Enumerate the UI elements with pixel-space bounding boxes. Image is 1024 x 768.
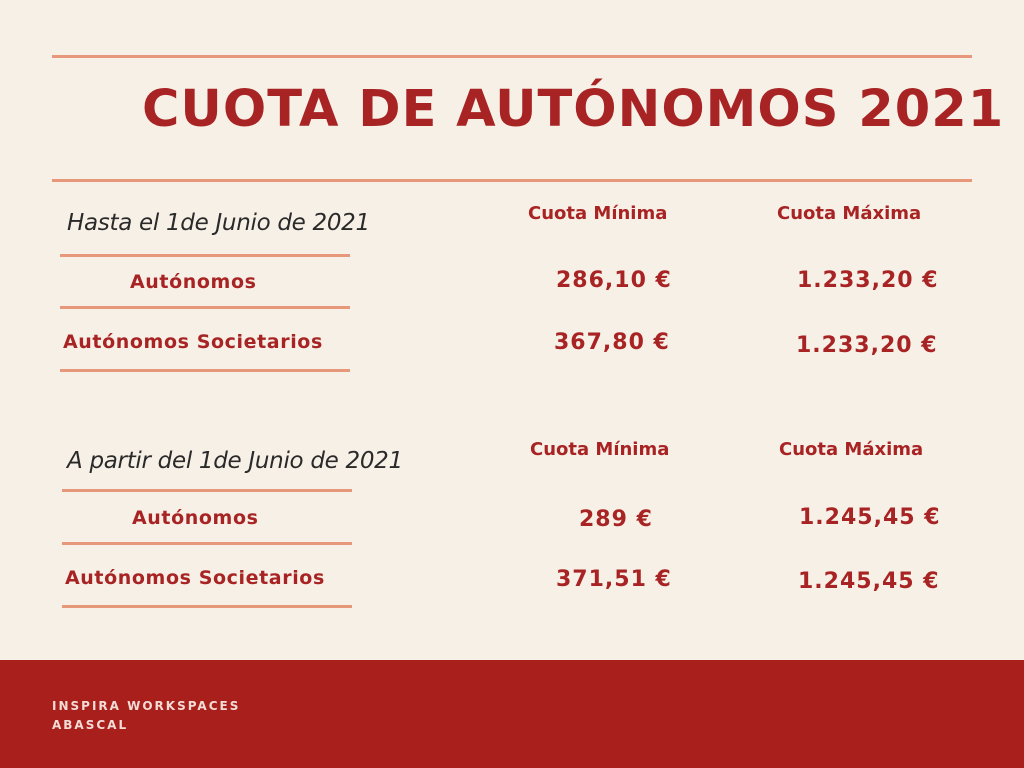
column-header-min: Cuota Mínima xyxy=(528,203,668,224)
row-rule xyxy=(60,369,350,372)
cuota-minima-value: 289 € xyxy=(579,507,653,532)
cuota-maxima-value: 1.245,45 € xyxy=(799,505,941,530)
cuota-maxima-value: 1.245,45 € xyxy=(798,569,940,594)
top-rule xyxy=(52,55,972,58)
cuota-minima-value: 367,80 € xyxy=(554,330,670,355)
row-rule xyxy=(62,605,352,608)
row-rule xyxy=(60,254,350,257)
column-header-max: Cuota Máxima xyxy=(777,203,922,224)
page-title: CUOTA DE AUTÓNOMOS 2021 xyxy=(142,80,1005,139)
cuota-minima-value: 371,51 € xyxy=(556,567,672,592)
cuota-maxima-value: 1.233,20 € xyxy=(797,268,939,293)
column-header-min: Cuota Mínima xyxy=(530,439,670,460)
period-label: Hasta el 1de Junio de 2021 xyxy=(67,210,370,236)
row-rule xyxy=(62,489,352,492)
title-bottom-rule xyxy=(52,179,972,182)
footer-bar: INSPIRA WORKSPACES ABASCAL xyxy=(0,660,1024,768)
period-label: A partir del 1de Junio de 2021 xyxy=(67,448,403,474)
column-header-max: Cuota Máxima xyxy=(779,439,924,460)
footer-location: ABASCAL xyxy=(52,718,129,732)
cuota-maxima-value: 1.233,20 € xyxy=(796,333,938,358)
footer-brand: INSPIRA WORKSPACES xyxy=(52,699,241,713)
row-label: Autónomos Societarios xyxy=(63,331,323,353)
row-rule xyxy=(62,542,352,545)
row-label: Autónomos xyxy=(130,271,257,293)
row-rule xyxy=(60,306,350,309)
row-label: Autónomos xyxy=(132,507,259,529)
row-label: Autónomos Societarios xyxy=(65,567,325,589)
cuota-minima-value: 286,10 € xyxy=(556,268,672,293)
